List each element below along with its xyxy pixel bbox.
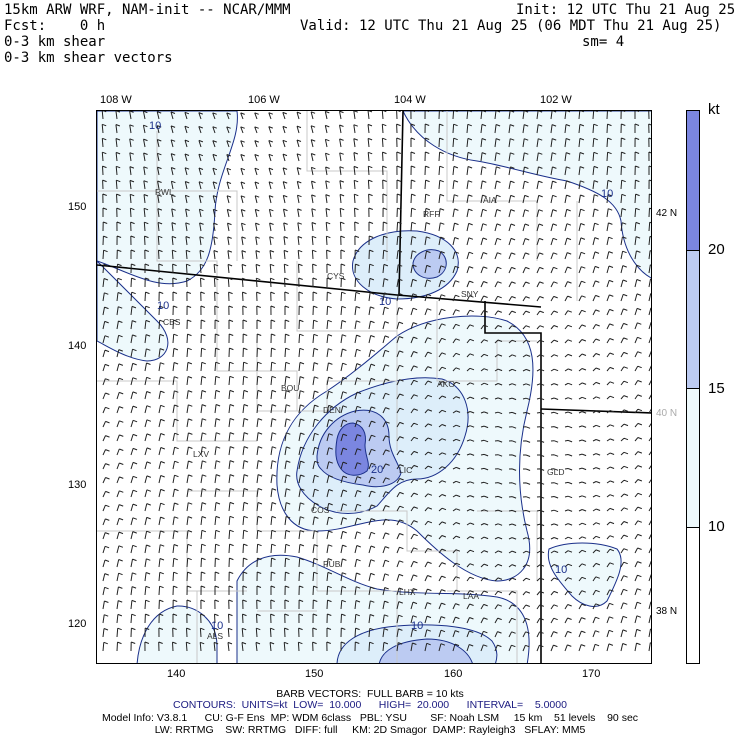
station-laa: LAA	[463, 591, 479, 601]
station-rwl: RWL	[155, 187, 174, 197]
contour-legend: CONTOURS: UNITS=kt LOW= 10.000 HIGH= 20.…	[173, 699, 567, 711]
station-rff: RFF	[423, 209, 440, 219]
barb-path	[101, 111, 651, 652]
ne-co-border	[484, 301, 542, 663]
colorbar-label-10: 10	[708, 518, 725, 535]
shear-vector-barbs	[101, 111, 651, 652]
contour-label-north: 10	[379, 296, 391, 308]
map-panel: 10 10 10 10 20 10 10 10 RWL RFF AIA CYS …	[96, 110, 652, 664]
init-time: Init: 12 UTC Thu 21 Aug 25	[516, 2, 736, 18]
grid-y-tick-130: 130	[68, 479, 87, 491]
colorbar-seg-10	[687, 527, 699, 663]
station-aia: AIA	[483, 195, 497, 205]
state-boundaries	[97, 111, 651, 663]
lat-tick-42n: 42 N	[656, 208, 678, 219]
colorbar-seg-20	[687, 250, 699, 389]
station-pub: PUB	[323, 559, 341, 569]
grid-x-tick-170: 170	[582, 668, 601, 680]
lon-tick-108w: 108 W	[100, 94, 132, 106]
county-lines	[97, 111, 578, 663]
lon-tick-106w: 106 W	[248, 94, 280, 106]
station-lhx: LHX	[399, 587, 416, 597]
colorbar-seg-15	[687, 388, 699, 528]
colorbar	[686, 110, 700, 664]
station-sny: SNY	[461, 289, 479, 299]
shear-region-10-northwest	[97, 111, 238, 285]
barb-legend: BARB VECTORS: FULL BARB = 10 kts	[276, 688, 464, 700]
grid-y-tick-120: 120	[68, 618, 87, 630]
station-als: ALS	[207, 631, 223, 641]
shear-region-10-southeast	[547, 542, 622, 607]
wy-ne-border	[398, 111, 404, 296]
station-labels: RWL RFF AIA CYS SNY CBS BOU AKO DEN LIC …	[155, 187, 564, 641]
lon-tick-102w: 102 W	[540, 94, 572, 106]
model-title: 15km ARW WRF, NAM-init -- NCAR/MMM	[4, 2, 291, 18]
contour-label-west: 10	[157, 300, 169, 312]
shear-region-20-north	[412, 249, 447, 279]
station-cos: COS	[311, 505, 330, 515]
grid-x-tick-140: 140	[167, 668, 186, 680]
station-bou: BOU	[281, 383, 299, 393]
contour-label-sw: 10	[211, 620, 223, 632]
contour-label-south: 10	[411, 620, 423, 632]
station-lic: LIC	[399, 465, 412, 475]
shear-fill-25	[335, 422, 369, 476]
grid-y-tick-150: 150	[68, 201, 87, 213]
field-name: 0-3 km shear	[4, 34, 106, 50]
station-lxv: LXV	[193, 449, 209, 459]
contour-label-ne: 10	[601, 188, 613, 200]
vector-field-name: 0-3 km shear vectors	[4, 50, 173, 66]
model-info-line1: Model Info: V3.8.1 CU: G-F Ens MP: WDM 6…	[101, 712, 639, 724]
shear-region-25-center	[335, 422, 369, 476]
station-cbs: CBS	[163, 317, 181, 327]
station-gld: GLD	[547, 467, 564, 477]
lat-tick-38n: 38 N	[656, 606, 678, 617]
forecast-hour: Fcst: 0 h	[4, 18, 106, 34]
contour-label-nw: 10	[149, 120, 161, 132]
grid-x-tick-150: 150	[305, 668, 324, 680]
model-info-line2: LW: RRTMG SW: RRTMG DIFF: full KM: 2D Sm…	[154, 724, 586, 736]
station-den: DEN	[323, 405, 341, 415]
smoothing-label: sm= 4	[582, 34, 625, 50]
lon-tick-104w: 104 W	[394, 94, 426, 106]
lat-tick-40n: 40 N	[656, 408, 678, 419]
valid-time: Valid: 12 UTC Thu 21 Aug 25 (06 MDT Thu …	[300, 18, 722, 34]
colorbar-unit: kt	[708, 101, 720, 118]
wy-co-border	[97, 264, 542, 308]
contour-label-center-20: 20	[371, 464, 383, 476]
grid-y-tick-140: 140	[68, 340, 87, 352]
station-cys: CYS	[327, 271, 345, 281]
shear-region-20-south	[379, 638, 473, 663]
colorbar-label-15: 15	[708, 380, 725, 397]
station-ako: AKO	[437, 379, 455, 389]
colorbar-seg-25	[687, 111, 699, 250]
grid-x-tick-160: 160	[444, 668, 463, 680]
colorbar-label-20: 20	[708, 241, 725, 258]
contour-labels: 10 10 10 10 20 10 10 10	[149, 120, 613, 632]
contour-label-se: 10	[555, 564, 567, 576]
